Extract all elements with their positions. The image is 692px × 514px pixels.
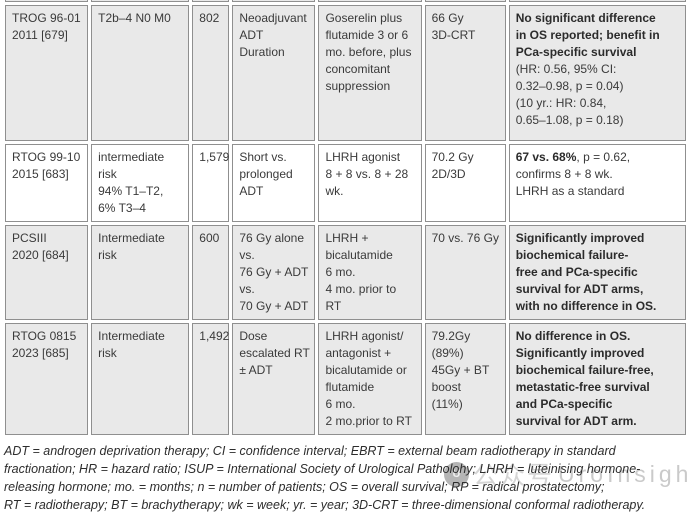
cell-trial: PCSIII 2020 [684] <box>5 225 89 320</box>
cell-trial: TROG 96-01 2011 [679] <box>5 5 89 141</box>
table-row-trog-96-01: TROG 96-01 2011 [679] T2b–4 N0 M0 802 Ne… <box>5 5 686 141</box>
cell-patients: 1,579 <box>192 144 230 222</box>
cell-regimen: LHRH agonist/ antagonist + bicalutamide … <box>318 323 422 435</box>
cell-regimen: LHRH agonist 8 + 8 vs. 8 + 28 wk. <box>318 144 422 222</box>
cell-outcome: 67 vs. 68%, p = 0.62, confirms 8 + 8 wk.… <box>508 144 686 222</box>
cell-risk: intermediate risk 94% T1–T2, 6% T3–4 <box>91 144 190 222</box>
cell-dose: 70 vs. 76 Gy <box>424 225 506 320</box>
abbreviations-footnote: ADT = androgen deprivation therapy; CI =… <box>4 444 646 512</box>
cell-outcome: No significant difference in OS reported… <box>508 5 686 141</box>
cell-regimen: Goserelin plus flutamide 3 or 6 mo. befo… <box>318 5 422 141</box>
cell-dose: 66 Gy 3D-CRT <box>424 5 506 141</box>
cropped-row-sliver <box>5 0 686 2</box>
outcome-regular-text: (HR: 0.56, 95% CI: 0.32–0.98, p = 0.04) … <box>515 62 624 127</box>
table-row-rtog-99-10: RTOG 99-10 2015 [683] intermediate risk … <box>5 144 686 222</box>
cell-dose: 79.2Gy (89%) 45Gy + BT boost (11%) <box>424 323 506 435</box>
outcome-regular-text: , p = 0.62, confirms 8 + 8 wk. LHRH as a… <box>515 150 631 198</box>
cell-design: Short vs. prolonged ADT <box>232 144 316 222</box>
outcome-bold-text: No significant difference in OS reported… <box>515 11 660 59</box>
cell-risk: Intermediate risk <box>91 225 190 320</box>
cell-trial: RTOG 0815 2023 [685] <box>5 323 89 435</box>
cell-design: Neoadjuvant ADT Duration <box>232 5 316 141</box>
cell-regimen: LHRH + bicalutamide 6 mo. 4 mo. prior to… <box>318 225 422 320</box>
cell-dose: 70.2 Gy 2D/3D <box>424 144 506 222</box>
table-row-pcsiii: PCSIII 2020 [684] Intermediate risk 600 … <box>5 225 686 320</box>
outcome-bold-text: 67 vs. 68% <box>515 150 577 164</box>
table-row-rtog-0815: RTOG 0815 2023 [685] Intermediate risk 1… <box>5 323 686 435</box>
cell-trial: RTOG 99-10 2015 [683] <box>5 144 89 222</box>
outcome-bold-text: No difference in OS. Significantly impro… <box>515 329 654 428</box>
cell-patients: 600 <box>192 225 230 320</box>
cell-design: Dose escalated RT ± ADT <box>232 323 316 435</box>
clinical-trials-table: TROG 96-01 2011 [679] T2b–4 N0 M0 802 Ne… <box>2 0 689 438</box>
cell-risk: Intermediate risk <box>91 323 190 435</box>
cell-outcome: Significantly improved biochemical failu… <box>508 225 686 320</box>
cell-design: 76 Gy alone vs. 76 Gy + ADT vs. 70 Gy + … <box>232 225 316 320</box>
cell-patients: 802 <box>192 5 230 141</box>
cell-patients: 1,492 <box>192 323 230 435</box>
cell-risk: T2b–4 N0 M0 <box>91 5 190 141</box>
outcome-bold-text: Significantly improved biochemical failu… <box>515 231 657 313</box>
cell-outcome: No difference in OS. Significantly impro… <box>508 323 686 435</box>
